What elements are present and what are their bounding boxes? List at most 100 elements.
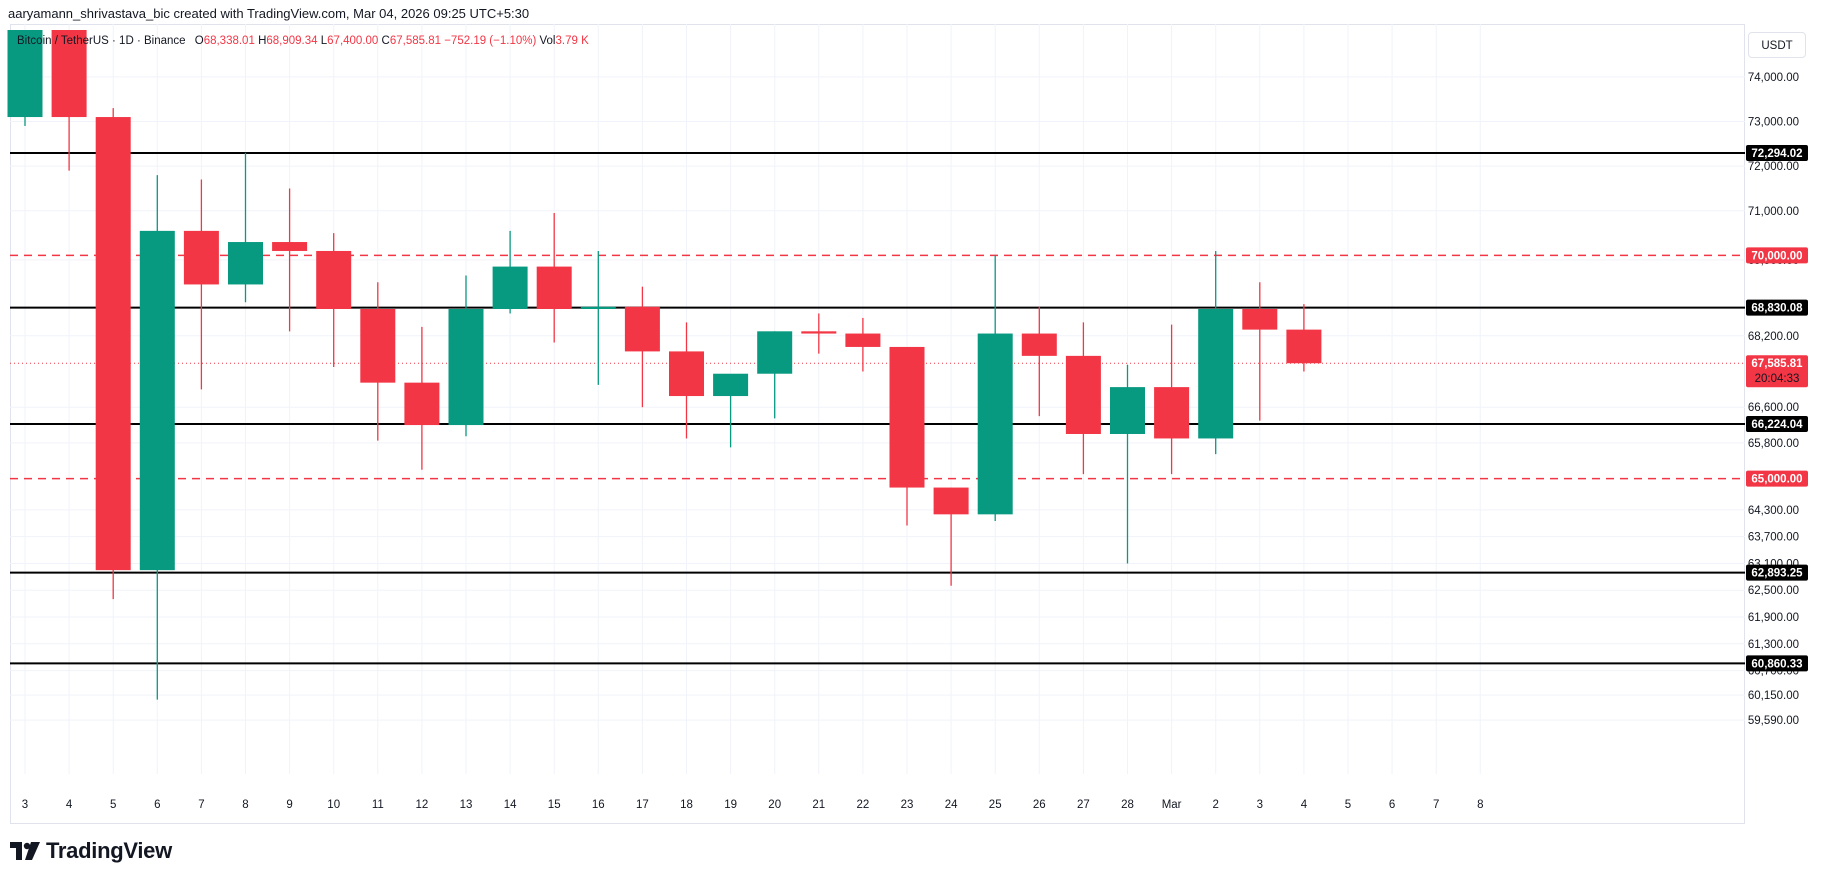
candle [7, 30, 43, 126]
y-tick-label: 65,800.00 [1748, 438, 1799, 450]
x-tick-label: 27 [1077, 799, 1090, 811]
level-price-tag-bg [1746, 655, 1808, 672]
time-axis[interactable]: 3 4 5 6 7 8 9 10 11 12 13 14 15 16 17 18 19 20 21 22 23 24 25 2… [22, 799, 1484, 811]
x-tick-label: 5 [1345, 799, 1351, 811]
x-tick-label: 8 [242, 799, 248, 811]
level-price-tag: 68,830.08 [1746, 299, 1808, 316]
candle [624, 286, 660, 408]
currency-button[interactable]: USDT [1748, 32, 1806, 58]
level-price-tag-text: 65,000.00 [1751, 474, 1802, 486]
candle [51, 30, 87, 171]
x-tick-label: 11 [372, 799, 384, 811]
candle [977, 255, 1013, 522]
candle [536, 213, 572, 343]
candle [272, 188, 308, 332]
level-price-tag: 70,000.00 [1746, 247, 1808, 264]
candle-body [316, 250, 352, 309]
candle [228, 152, 263, 303]
candle [669, 322, 704, 439]
low-label: L [320, 35, 328, 47]
x-tick-label: 23 [901, 799, 914, 811]
candle-body [1065, 355, 1101, 434]
x-tick-label: 4 [1301, 799, 1308, 811]
level-price-tag: 60,860.33 [1746, 655, 1808, 672]
level-price-tag: 65,000.00 [1746, 470, 1808, 487]
candle-body [1242, 308, 1278, 330]
candle-body [1286, 329, 1322, 364]
chart-credit: aaryamann_shrivastava_bic created with T… [8, 6, 530, 21]
candle [139, 175, 175, 700]
candle-body [580, 306, 616, 309]
x-tick-label: 5 [110, 799, 116, 811]
x-tick-label: 6 [1389, 799, 1395, 811]
candle-body [889, 346, 925, 488]
level-price-tag-bg [1746, 247, 1808, 264]
candle [448, 275, 484, 437]
x-tick-label: 8 [1477, 799, 1483, 811]
low-value: 67,400.00 [327, 35, 379, 47]
candle [1021, 306, 1057, 417]
x-tick-label: 25 [989, 799, 1002, 811]
candle [889, 346, 925, 526]
level-price-tag: 66,224.04 [1746, 415, 1808, 432]
x-tick-label: 28 [1121, 799, 1134, 811]
x-tick-label: Mar [1162, 799, 1182, 811]
candle-body [1110, 387, 1145, 434]
level-price-tag-text: 72,294.02 [1751, 148, 1802, 160]
candle-body [448, 308, 484, 426]
x-tick-label: 10 [327, 799, 340, 811]
candle [1065, 322, 1101, 475]
candle-body [669, 351, 704, 397]
symbol-legend[interactable]: Bitcoin / TetherUS · 1D · Binance O68,33… [17, 35, 589, 47]
open-label: O [194, 35, 204, 47]
x-tick-label: 22 [857, 799, 870, 811]
candle [713, 373, 749, 448]
y-tick-label: 73,000.00 [1748, 117, 1799, 129]
tradingview-logo-icon [10, 842, 40, 860]
x-tick-label: 15 [548, 799, 561, 811]
candle-body [7, 30, 43, 118]
candle [1154, 324, 1190, 475]
volume-value: 3.79 K [555, 35, 589, 47]
x-tick-label: 18 [680, 799, 693, 811]
candle-body [801, 331, 837, 334]
candle-body [845, 333, 881, 347]
candle-body [1154, 387, 1190, 439]
y-tick-label: 66,600.00 [1748, 402, 1799, 414]
x-tick-label: 6 [154, 799, 160, 811]
change-value: −752.19 (−1.10%) [444, 35, 537, 47]
x-tick-label: 16 [592, 799, 605, 811]
price-axis[interactable]: 59,590.0060,150.0060,700.0061,300.0061,9… [1748, 72, 1799, 727]
brand-name: TradingView [46, 838, 172, 863]
volume-label: Vol [539, 35, 556, 47]
candle [316, 233, 352, 368]
candle [492, 230, 528, 314]
x-tick-label: 7 [1433, 799, 1439, 811]
candle [580, 250, 616, 385]
x-tick-label: 3 [1257, 799, 1263, 811]
horizontal-levels [10, 152, 1745, 665]
y-tick-label: 72,000.00 [1748, 161, 1799, 173]
last-price-tag-bg [1746, 355, 1808, 388]
last-price-value: 67,585.81 [1751, 358, 1803, 370]
candle-body [95, 117, 131, 571]
candle [360, 282, 396, 441]
level-price-tag-text: 70,000.00 [1751, 250, 1802, 262]
candle-body [51, 30, 87, 118]
candle-body [757, 331, 793, 374]
candle-body [360, 308, 396, 383]
y-tick-label: 60,150.00 [1748, 690, 1799, 702]
symbol-name[interactable]: Bitcoin / TetherUS · 1D · Binance [17, 35, 186, 47]
y-tick-label: 62,500.00 [1748, 585, 1799, 597]
candle [404, 326, 440, 470]
candle-body [536, 266, 572, 309]
level-price-tag-bg [1746, 470, 1808, 487]
level-price-tag: 62,893.25 [1746, 564, 1808, 581]
candle-body [272, 242, 308, 251]
candle-body [624, 306, 660, 352]
candle [757, 331, 793, 419]
level-price-tag: 72,294.02 [1746, 145, 1808, 162]
candle-body [183, 230, 219, 285]
x-tick-label: 3 [22, 799, 28, 811]
